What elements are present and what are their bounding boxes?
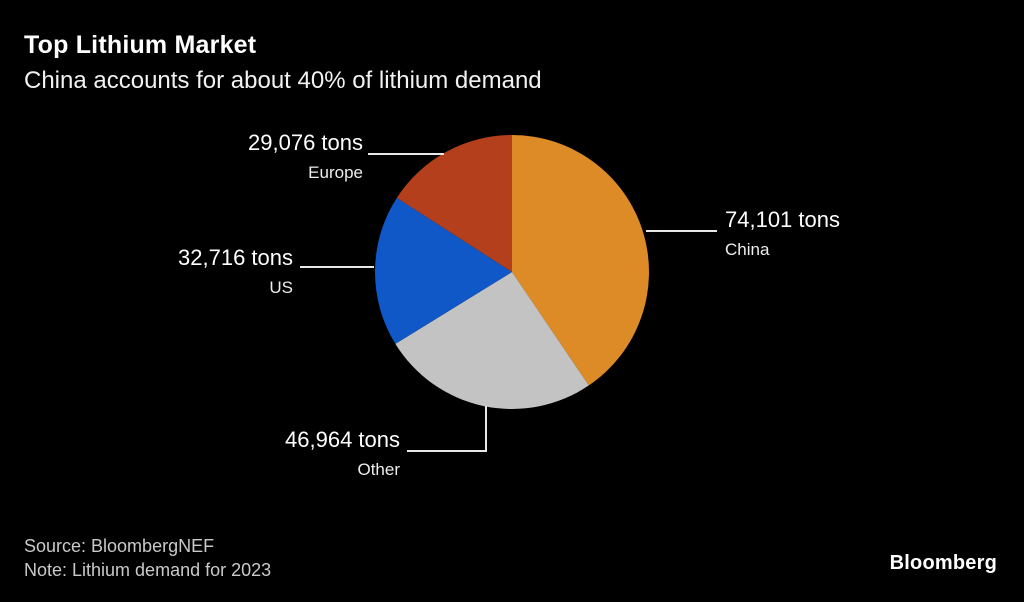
leader-line-china [646, 230, 717, 232]
callout-us-value: 32,716 tons [178, 245, 293, 270]
callout-china-label: China [725, 240, 770, 259]
pie-slice-us [375, 197, 512, 344]
callout-us: 32,716 tons US [178, 245, 293, 298]
leader-line-other [407, 406, 487, 452]
chart-header: Top Lithium Market China accounts for ab… [24, 30, 542, 95]
note-text: Note: Lithium demand for 2023 [24, 560, 272, 580]
callout-other-label: Other [357, 460, 400, 479]
leader-line-us [300, 266, 374, 268]
source-text: Source: BloombergNEF [24, 536, 215, 556]
pie-slice-china [512, 135, 650, 386]
callout-china: 74,101 tons China [725, 207, 840, 260]
footer-notes: Source: BloombergNEF Note: Lithium deman… [24, 534, 271, 582]
chart-title: Top Lithium Market [24, 31, 257, 59]
pie-slice-other [395, 272, 589, 409]
callout-china-value: 74,101 tons [725, 207, 840, 232]
chart-subtitle: China accounts for about 40% of lithium … [24, 67, 542, 94]
callout-other-value: 46,964 tons [285, 427, 400, 452]
leader-line-europe [368, 153, 444, 155]
callout-other: 46,964 tons Other [285, 427, 400, 480]
pie-slice-europe [396, 135, 512, 272]
callout-us-label: US [269, 278, 293, 297]
bloomberg-logo: Bloomberg [889, 552, 997, 574]
callout-europe: 29,076 tons Europe [248, 130, 363, 183]
callout-europe-value: 29,076 tons [248, 130, 363, 155]
callout-europe-label: Europe [308, 163, 363, 182]
